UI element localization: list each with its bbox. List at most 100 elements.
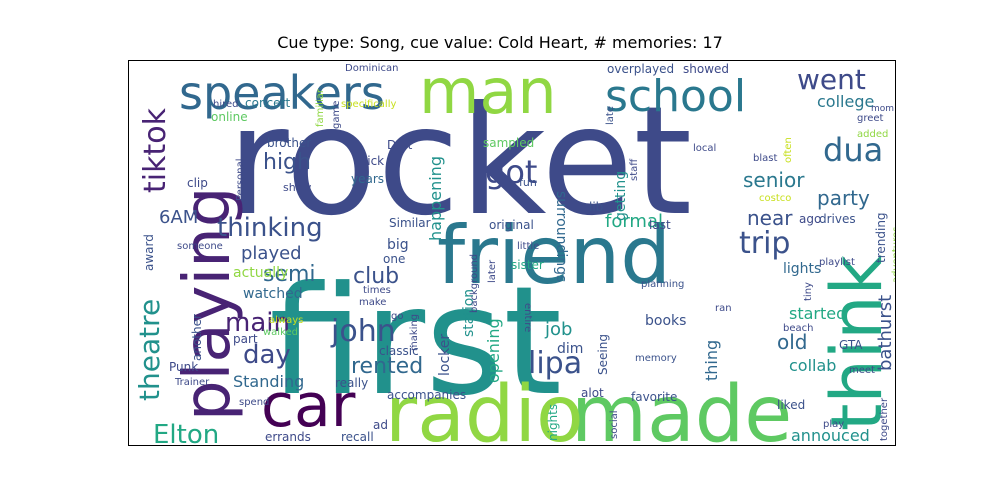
word-senior: senior <box>743 168 805 192</box>
word-background: background <box>469 254 480 313</box>
word-GTA: GTA <box>839 338 863 352</box>
word-speakers: speakers <box>179 66 385 120</box>
word-locker: locker <box>437 334 453 376</box>
word-game: game <box>331 101 342 129</box>
word-friend: friend <box>437 209 671 302</box>
word-school: school <box>605 71 746 122</box>
word-clip: clip <box>187 176 208 190</box>
word-play: play <box>823 419 844 430</box>
word-playlist: playlist <box>819 257 855 268</box>
word-overplayed: overplayed <box>607 62 674 76</box>
word-hired: hired <box>213 99 239 110</box>
word-tiny: tiny <box>803 282 814 301</box>
word-ran: ran <box>715 303 732 314</box>
word-walked: walked <box>263 327 298 338</box>
word-thing: thing <box>702 340 721 381</box>
word-make: make <box>359 297 386 308</box>
word-another: another <box>190 314 204 361</box>
figure-title: Cue type: Song, cue value: Cold Heart, #… <box>277 33 723 52</box>
word-planning: planning <box>641 279 684 290</box>
word-made: made <box>571 370 792 446</box>
word-theatre: theatre <box>133 299 166 401</box>
word-6AM: 6AM <box>159 207 198 228</box>
word-times: times <box>363 285 391 296</box>
word-showed: showed <box>683 62 729 76</box>
word-concert: concert <box>245 96 290 110</box>
word-rented: rented <box>351 354 423 379</box>
word-trip: trip <box>739 226 790 261</box>
word-errands: errands <box>265 430 311 444</box>
word-accompanies: accompanies <box>387 388 466 402</box>
word-opening: opening <box>484 318 503 383</box>
word-sampled: sampled <box>483 136 534 150</box>
word-rocket: rocket <box>227 75 692 249</box>
word-watched: watched <box>243 286 303 302</box>
word-car: car <box>261 371 356 441</box>
word-books: books <box>645 313 686 329</box>
word-someone: someone <box>177 241 223 252</box>
word-social: social <box>609 410 620 439</box>
word-Elton: Elton <box>153 420 219 446</box>
word-sister: sister <box>511 258 544 272</box>
word-big: big <box>387 237 409 253</box>
word-party: party <box>817 186 870 210</box>
word-last: last <box>649 218 671 232</box>
word-Similar: Similar <box>389 216 431 230</box>
word-spend: spend <box>239 397 269 408</box>
word-annouced: annouced <box>791 426 870 445</box>
word-staff: staff <box>629 158 640 181</box>
word-blast: blast <box>753 153 777 164</box>
word-classic: classic <box>379 344 419 358</box>
word-always: always <box>269 315 303 326</box>
word-entire: entire <box>522 303 533 332</box>
word-little: little <box>517 241 539 252</box>
word-favorite: favorite <box>631 390 677 404</box>
word-semi: semi <box>263 262 316 287</box>
word-cloud: rocket first friend made radio man car t… <box>128 60 896 446</box>
word-drives: drives <box>819 212 856 226</box>
word-old: old <box>777 330 808 354</box>
word-meet: meet <box>849 365 875 376</box>
word-man: man <box>419 61 557 128</box>
word-part: part <box>233 332 258 346</box>
word-high: high <box>263 150 311 175</box>
word-mom: mom <box>871 104 894 114</box>
word-brother: brother <box>267 136 311 150</box>
word-late: late <box>605 106 616 125</box>
word-familiar: familiar <box>315 88 326 127</box>
word-dua: dua <box>823 131 883 169</box>
word-making: making <box>409 314 420 351</box>
word-station: station <box>461 289 477 337</box>
word-dim: dim <box>557 341 583 357</box>
word-playing: playing <box>171 187 245 421</box>
word-club: club <box>353 264 399 289</box>
word-thinking: thinking <box>217 213 323 243</box>
word-nights: nights <box>546 404 560 441</box>
word-Daft: Daft <box>387 138 413 152</box>
word-original: original <box>489 218 534 232</box>
word-Trainer: Trainer <box>174 377 210 388</box>
word-alot: alot <box>581 386 604 400</box>
word-tiktok: tiktok <box>138 107 173 193</box>
word-first: first <box>269 255 562 429</box>
word-lipa: lipa <box>528 346 582 381</box>
word-getting: getting <box>613 171 629 221</box>
word-specifically: specifically <box>341 99 396 110</box>
word-lib: lib <box>589 200 603 214</box>
word-Punk: Punk <box>169 360 198 374</box>
word-near: near <box>747 206 793 230</box>
word-really: really <box>335 376 368 390</box>
word-Standing: Standing <box>233 372 304 391</box>
word-trending: trending <box>874 212 888 263</box>
word-often: often <box>783 137 794 163</box>
word-award: award <box>142 234 156 271</box>
word-Personal: Personal <box>235 158 246 201</box>
word-got: got <box>485 153 537 191</box>
word-local: local <box>693 143 716 154</box>
word-happening: happening <box>426 156 445 241</box>
word-day: day <box>243 340 291 370</box>
word-main: main <box>225 308 290 338</box>
word-go: go <box>391 311 403 322</box>
word-started: started <box>789 304 846 323</box>
word-think: think <box>816 254 896 431</box>
